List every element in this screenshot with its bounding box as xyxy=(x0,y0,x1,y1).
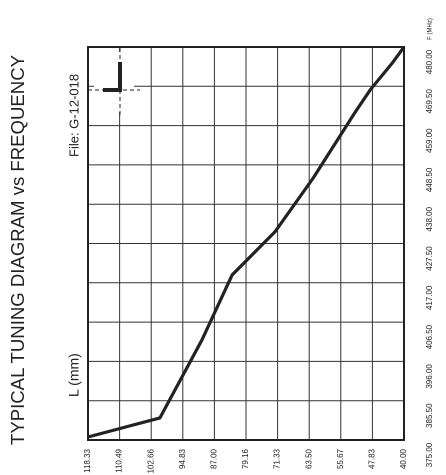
y-tick-label: 102.66 xyxy=(146,448,155,473)
x-tick-label: 459.00 xyxy=(425,128,434,153)
y-tick-label: 110.49 xyxy=(115,448,124,472)
x-tick-label: 406.50 xyxy=(425,324,434,349)
x-tick-label: 375.00 xyxy=(425,442,434,467)
x-tick-label: 469.50 xyxy=(425,89,434,114)
rotated-chart: TYPICAL TUNING DIAGRAM vs FREQUENCY File… xyxy=(8,18,434,473)
y-tick-label: 55.67 xyxy=(336,448,345,469)
x-tick-label: 385.50 xyxy=(425,403,434,428)
x-axis-title: F (MHz) xyxy=(428,18,434,40)
x-tick-label: 417.00 xyxy=(425,285,434,310)
y-tick-label: 94.83 xyxy=(178,448,187,469)
icon-bg xyxy=(94,52,134,112)
y-tick-label: 71.33 xyxy=(273,448,282,469)
file-label: File: G-12-018 xyxy=(66,74,81,157)
y-axis-title: L (mm) xyxy=(66,353,82,397)
x-tick-label: 448.50 xyxy=(425,167,434,192)
x-tick-label: 396.00 xyxy=(425,364,434,389)
curve xyxy=(87,46,406,439)
y-tick-label: 63.50 xyxy=(304,448,313,469)
x-tick-label: 427.50 xyxy=(425,246,434,271)
plot-border xyxy=(87,46,405,441)
y-tick-label: 118.33 xyxy=(83,448,92,472)
y-tick-label: 47.83 xyxy=(368,448,377,469)
x-tick-label: 438.00 xyxy=(425,206,434,231)
l-icon xyxy=(88,48,140,116)
y-tick-label: 87.00 xyxy=(210,448,219,469)
chart-title: TYPICAL TUNING DIAGRAM vs FREQUENCY xyxy=(8,55,28,445)
y-tick-label: 79.16 xyxy=(241,448,250,469)
y-tick-label: 40.00 xyxy=(399,448,408,469)
x-tick-label: 480.00 xyxy=(425,49,434,74)
